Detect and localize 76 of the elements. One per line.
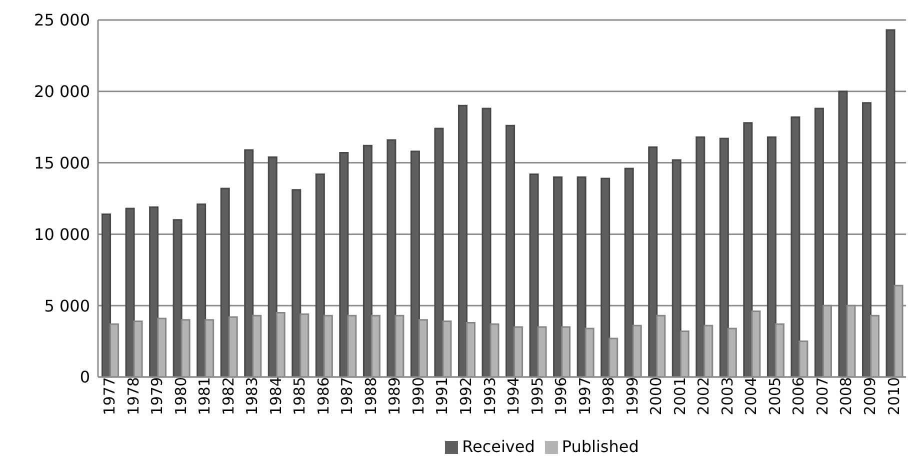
x-tick-label: 2005	[766, 377, 784, 416]
bar	[172, 219, 182, 377]
x-tick-label: 1997	[576, 377, 594, 416]
x-tick-label: 2007	[813, 377, 832, 416]
x-tick-label: 1998	[600, 377, 618, 416]
bar	[600, 178, 610, 377]
bar	[268, 156, 278, 377]
y-tick-label: 20 000	[34, 82, 90, 102]
x-tick-label: 1992	[457, 377, 476, 416]
x-tick-label: 2001	[670, 377, 689, 416]
y-tick-label: 15 000	[34, 153, 90, 172]
bar	[814, 108, 824, 377]
x-tick-label: 1981	[196, 377, 214, 416]
bar	[196, 203, 206, 377]
x-tick-label: 2008	[837, 377, 856, 416]
bar	[244, 149, 254, 377]
x-tick-label: 1980	[172, 377, 190, 416]
x-tick-label: 2004	[742, 377, 760, 416]
bar	[292, 189, 302, 377]
bar	[790, 116, 800, 377]
bar	[553, 176, 563, 377]
bar	[624, 168, 634, 377]
bar	[410, 150, 420, 377]
bar	[125, 208, 135, 377]
x-tick-label: 2003	[718, 377, 736, 416]
x-tick-label: 1982	[219, 377, 238, 416]
x-tick-label: 1996	[552, 377, 570, 416]
bar	[766, 136, 776, 377]
bar	[696, 136, 706, 377]
x-tick-label: 2006	[790, 377, 808, 416]
bar	[315, 173, 325, 377]
bar	[362, 144, 372, 377]
x-tick-label: 1989	[386, 377, 404, 416]
x-tick-label: 2002	[694, 377, 713, 416]
bar	[838, 90, 848, 377]
bar	[102, 213, 112, 377]
x-tick-label: 1977	[100, 377, 119, 416]
bar	[220, 188, 230, 377]
x-tick-label: 1978	[124, 377, 142, 416]
x-tick-label: 2010	[884, 377, 903, 416]
bar	[149, 206, 159, 377]
x-tick-label: 1979	[148, 377, 166, 416]
bar	[672, 159, 682, 377]
bar	[529, 173, 539, 377]
x-tick-label: 1993	[480, 377, 499, 416]
y-tick-label: 10 000	[34, 224, 90, 244]
x-tick-label: 1991	[433, 377, 452, 416]
y-tick-label: 0	[80, 368, 90, 387]
bar	[862, 102, 872, 377]
x-tick-label: 1984	[266, 377, 285, 416]
x-tick-label: 1995	[528, 377, 546, 416]
x-tick-label: 1994	[504, 377, 523, 416]
bar	[339, 152, 349, 377]
x-tick-label: 1985	[290, 377, 309, 416]
x-tick-label: 1990	[409, 377, 428, 416]
bar	[434, 128, 444, 377]
bar	[458, 104, 468, 377]
x-tick-label: 2009	[861, 377, 880, 416]
x-tick-label: 1999	[623, 377, 642, 416]
bar	[576, 176, 586, 377]
bar	[743, 122, 753, 377]
bar	[482, 108, 492, 377]
bar	[648, 146, 658, 377]
y-tick-label: 25 000	[34, 10, 90, 30]
legend-label: Received	[462, 437, 535, 456]
legend-label: Published	[562, 437, 639, 456]
bar	[386, 139, 396, 377]
x-tick-label: 1988	[362, 377, 380, 416]
y-tick-label: 5 000	[44, 296, 90, 316]
bar	[506, 124, 516, 377]
x-tick-label: 1983	[243, 377, 262, 416]
x-tick-label: 2000	[647, 377, 666, 416]
x-tick-label: 1987	[338, 377, 356, 416]
bar	[886, 29, 896, 377]
x-tick-label: 1986	[314, 377, 332, 416]
bar	[719, 138, 729, 377]
